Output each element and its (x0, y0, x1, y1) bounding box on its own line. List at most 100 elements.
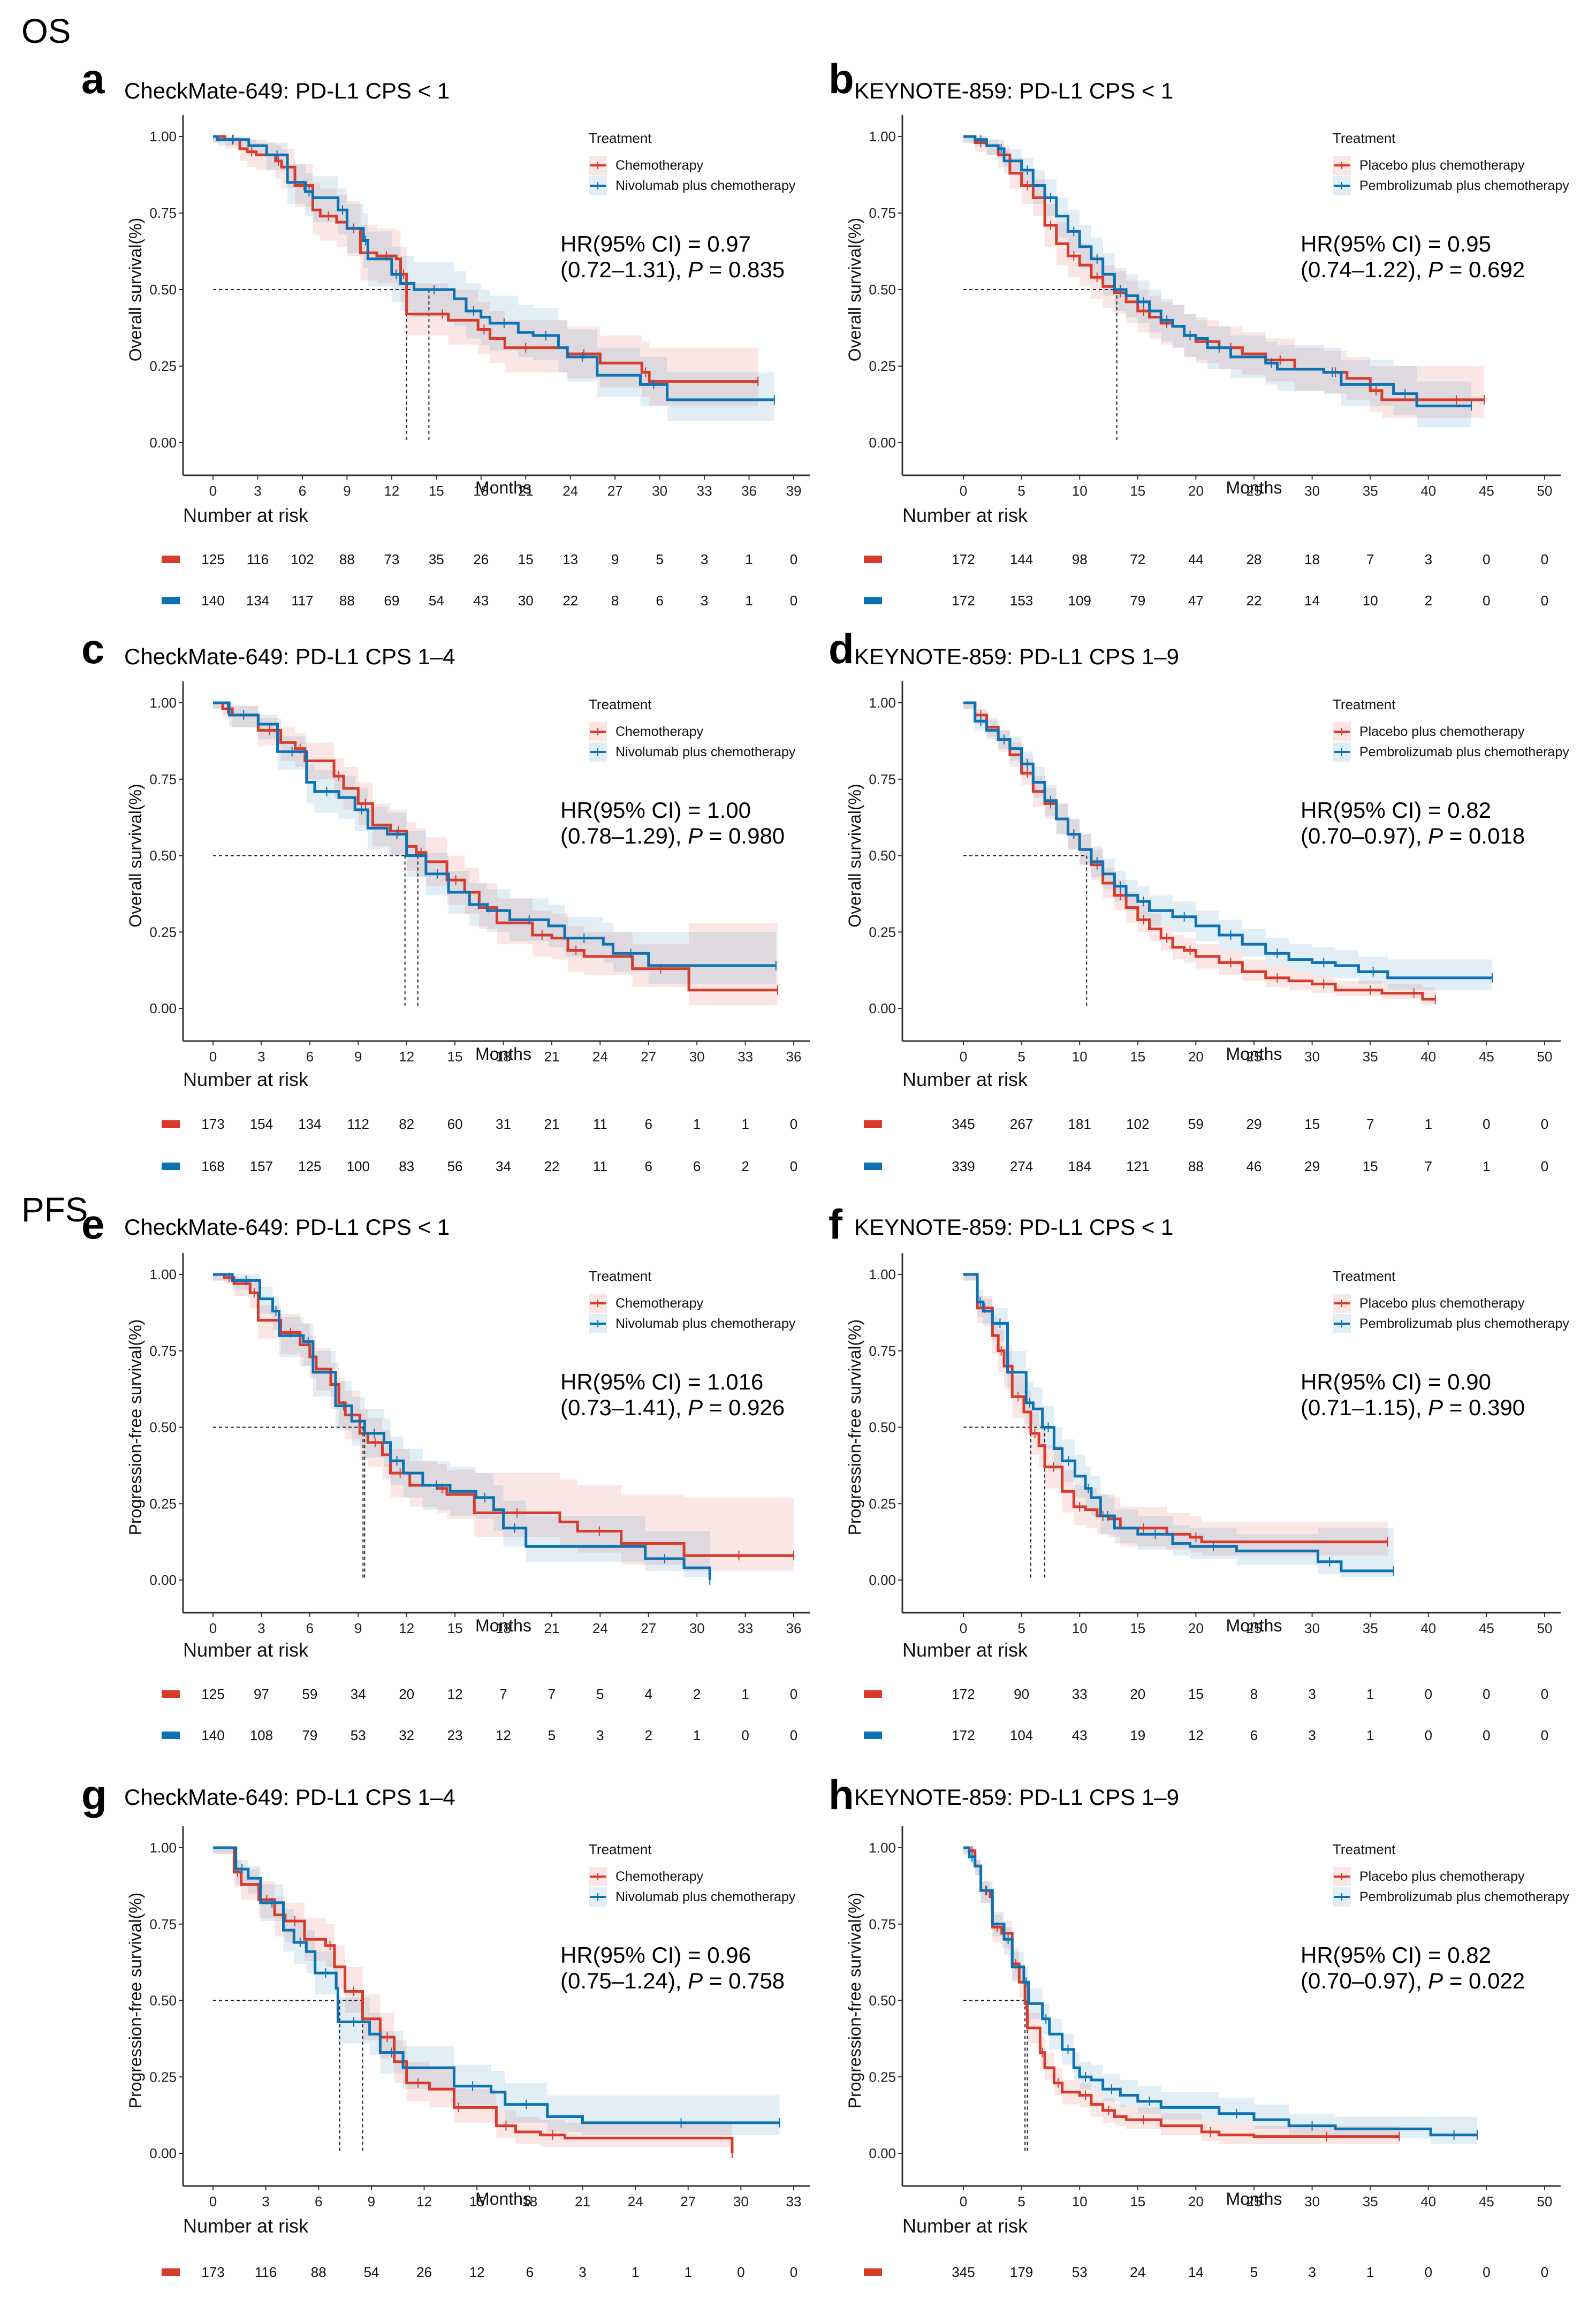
risk-count: 1 (1366, 1686, 1374, 1702)
x-tick-label: 15 (447, 1049, 463, 1065)
x-tick-label: 10 (1072, 1620, 1088, 1636)
legend-item-label: Nivolumab plus chemotherapy (615, 178, 796, 193)
x-tick-label: 21 (544, 1049, 559, 1065)
risk-count: 109 (1068, 593, 1091, 609)
x-tick-label: 24 (563, 483, 578, 499)
risk-count: 104 (1010, 1727, 1033, 1743)
x-tick-label: 18 (496, 1049, 511, 1065)
risk-count: 0 (1483, 1686, 1490, 1702)
x-tick-label: 10 (1072, 1049, 1088, 1065)
risk-count: 88 (1188, 1158, 1204, 1174)
risk-count: 345 (952, 2264, 975, 2280)
panel-title: CheckMate-649: PD-L1 CPS 1–4 (124, 644, 455, 669)
legend-title: Treatment (589, 1841, 652, 1857)
risk-count: 168 (201, 1158, 224, 1174)
y-tick-label: 0.00 (869, 1000, 896, 1016)
risk-count: 0 (1425, 1727, 1432, 1743)
x-tick-label: 12 (399, 1049, 414, 1065)
risk-count: 53 (1072, 2264, 1088, 2280)
risk-count: 0 (790, 1116, 797, 1132)
risk-count: 15 (1304, 1116, 1320, 1132)
hr-annotation-line1: HR(95% CI) = 1.00 (560, 798, 751, 823)
y-tick-label: 0.75 (869, 205, 896, 221)
hr-annotation-line1: HR(95% CI) = 0.82 (1301, 1942, 1491, 1968)
risk-count: 184 (1068, 1158, 1091, 1174)
risk-row-swatch (864, 1732, 882, 1739)
risk-row-swatch (162, 597, 180, 604)
y-tick-label: 0.50 (149, 1419, 177, 1436)
x-tick-label: 0 (960, 483, 967, 499)
x-tick-label: 3 (262, 2193, 269, 2210)
risk-count: 144 (1010, 551, 1033, 567)
y-tick-label: 0.50 (869, 1419, 896, 1436)
risk-row-swatch (864, 2268, 882, 2276)
hr-annotation-line2: (0.75–1.24), P = 0.758 (560, 1968, 785, 1993)
x-tick-label: 50 (1537, 483, 1553, 499)
x-tick-label: 33 (697, 483, 712, 499)
y-tick-label: 1.00 (149, 695, 177, 711)
x-tick-label: 21 (544, 1620, 559, 1636)
risk-count: 3 (596, 1727, 604, 1743)
risk-row-swatch (864, 1163, 882, 1170)
ci-band-control (963, 136, 1485, 419)
x-tick-label: 0 (960, 1049, 967, 1065)
risk-count: 6 (693, 1158, 701, 1174)
x-tick-label: 40 (1420, 483, 1436, 499)
risk-table-title: Number at risk (183, 504, 309, 526)
risk-count: 1 (1366, 2264, 1374, 2280)
ci-band-control (963, 1274, 1388, 1556)
ci-band-experimental (963, 1848, 1478, 2144)
risk-count: 0 (790, 1686, 797, 1702)
risk-count: 2 (693, 1686, 701, 1702)
km-curve-control (213, 1273, 794, 1557)
y-tick-label: 0.25 (149, 2069, 177, 2085)
x-tick-label: 30 (689, 1620, 705, 1636)
risk-count: 0 (790, 1727, 797, 1743)
y-tick-label: 1.00 (869, 695, 896, 711)
hr-annotation-line2: (0.70–0.97), P = 0.018 (1301, 823, 1525, 848)
risk-count: 0 (1541, 593, 1548, 609)
risk-count: 15 (1188, 1686, 1204, 1702)
risk-count: 28 (1247, 551, 1262, 567)
risk-count: 12 (469, 2264, 485, 2280)
risk-count: 117 (291, 593, 313, 609)
section-label-pfs: PFS (21, 1190, 88, 1229)
x-tick-label: 27 (641, 1620, 656, 1636)
x-tick-label: 30 (1304, 483, 1320, 499)
x-tick-label: 20 (1188, 1620, 1204, 1636)
risk-count: 3 (1425, 551, 1432, 567)
legend-title: Treatment (1333, 130, 1396, 146)
ci-band-control (213, 136, 758, 406)
y-tick-label: 1.00 (149, 128, 177, 145)
x-tick-label: 24 (592, 1049, 608, 1065)
x-tick-label: 20 (1188, 483, 1204, 499)
hr-annotation-line1: HR(95% CI) = 1.016 (560, 1369, 763, 1394)
risk-count: 153 (1010, 593, 1033, 609)
legend-title: Treatment (589, 696, 652, 712)
y-tick-label: 1.00 (869, 128, 896, 145)
x-tick-label: 27 (641, 1049, 656, 1065)
risk-count: 12 (1188, 1727, 1204, 1743)
x-tick-label: 0 (960, 1620, 967, 1636)
risk-count: 102 (1126, 1116, 1149, 1132)
legend-item-label: Chemotherapy (615, 724, 703, 739)
hr-p-symbol: P (1428, 1968, 1443, 1993)
y-axis-label: Progression-free survival(%) (845, 1893, 864, 2109)
x-tick-label: 40 (1420, 2193, 1436, 2210)
x-tick-label: 15 (1130, 1620, 1145, 1636)
risk-row-swatch (864, 1120, 882, 1128)
risk-count: 32 (399, 1727, 414, 1743)
hr-p-value: = 0.692 (1443, 257, 1525, 282)
x-tick-label: 30 (652, 483, 667, 499)
y-axis-label: Progression-free survival(%) (126, 1893, 145, 2109)
legend-title: Treatment (589, 130, 652, 146)
risk-count: 60 (447, 1116, 463, 1132)
risk-count: 34 (496, 1158, 511, 1174)
y-tick-label: 1.00 (149, 1840, 177, 1856)
legend-item-label: Pembrolizumab plus chemotherapy (1359, 745, 1569, 760)
panel-title: KEYNOTE-859: PD-L1 CPS 1–9 (854, 644, 1179, 669)
y-tick-label: 0.50 (149, 1993, 177, 2009)
x-axis-label: Months (475, 478, 531, 497)
risk-count: 5 (656, 551, 663, 567)
risk-row-swatch (864, 1690, 882, 1698)
